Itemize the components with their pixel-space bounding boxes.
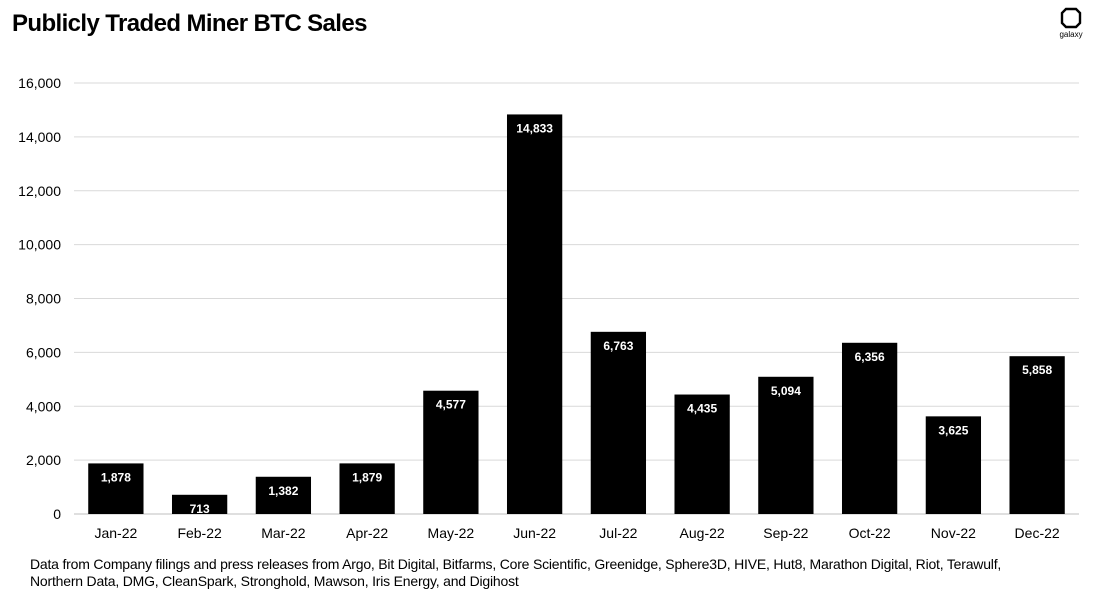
y-tick-label: 10,000 — [18, 237, 61, 253]
y-tick-label: 14,000 — [18, 129, 61, 145]
data-label: 1,879 — [352, 470, 382, 484]
bar — [841, 342, 898, 514]
y-tick-label: 4,000 — [26, 398, 61, 414]
bar — [171, 494, 228, 514]
data-label: 6,763 — [603, 339, 633, 353]
x-tick-label: Mar-22 — [261, 525, 306, 541]
x-tick-label: Oct-22 — [849, 525, 891, 541]
y-tick-label: 6,000 — [26, 344, 61, 360]
data-label: 1,382 — [268, 484, 298, 498]
data-label: 3,625 — [938, 423, 968, 437]
galaxy-logo: galaxy — [1056, 7, 1086, 41]
data-label: 4,435 — [687, 402, 717, 416]
x-tick-label: Nov-22 — [931, 525, 976, 541]
data-label: 6,356 — [855, 350, 885, 364]
y-tick-label: 16,000 — [18, 75, 61, 91]
x-tick-label: May-22 — [428, 525, 475, 541]
bar — [590, 331, 647, 514]
x-tick-label: Feb-22 — [177, 525, 222, 541]
x-tick-label: Dec-22 — [1015, 525, 1060, 541]
x-tick-label: Sep-22 — [763, 525, 808, 541]
x-tick-label: Jul-22 — [599, 525, 637, 541]
bar — [1009, 356, 1065, 514]
data-label: 14,833 — [516, 121, 553, 135]
data-label: 1,878 — [101, 470, 131, 484]
bar — [506, 114, 563, 514]
bar — [758, 376, 814, 514]
bar-chart: 0 2,000 4,000 6,000 8,000 10,000 12,000 14,000 1… — [18, 75, 1079, 541]
brand-name: galaxy — [1059, 30, 1083, 39]
chart-title: Publicly Traded Miner BTC Sales — [12, 10, 367, 37]
data-label: 5,858 — [1022, 363, 1052, 377]
y-tick-label: 2,000 — [26, 452, 61, 468]
source-footnote: Data from Company filings and press rele… — [30, 556, 1002, 589]
y-tick-label: 8,000 — [26, 291, 61, 307]
bar — [925, 416, 982, 514]
data-label: 713 — [190, 502, 210, 516]
x-tick-label: Jun-22 — [513, 525, 556, 541]
galaxy-logo-icon — [1060, 7, 1082, 29]
x-tick-label: Jan-22 — [94, 525, 137, 541]
bar — [339, 463, 395, 514]
data-label: 4,577 — [436, 398, 466, 412]
bar — [674, 394, 730, 514]
x-tick-label: Apr-22 — [346, 525, 388, 541]
y-tick-label: 0 — [53, 506, 61, 522]
data-label: 5,094 — [771, 384, 801, 398]
bar — [88, 463, 144, 514]
bar — [423, 390, 479, 514]
bar — [255, 476, 312, 514]
y-tick-label: 12,000 — [18, 183, 61, 199]
x-tick-label: Aug-22 — [680, 525, 725, 541]
